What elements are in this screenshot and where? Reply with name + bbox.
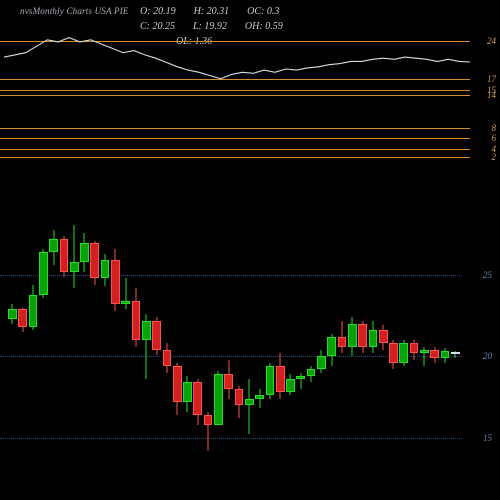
candle xyxy=(266,210,275,470)
candle xyxy=(430,210,439,470)
candle xyxy=(420,210,429,470)
candle xyxy=(29,210,38,470)
candle xyxy=(90,210,99,470)
candle xyxy=(214,210,223,470)
candle xyxy=(60,210,69,470)
candle xyxy=(121,210,130,470)
candle xyxy=(369,210,378,470)
candle xyxy=(101,210,110,470)
candle xyxy=(49,210,58,470)
indicator-panel: 241715148642 xyxy=(0,30,500,160)
candle xyxy=(296,210,305,470)
axis-label-6: 6 xyxy=(492,133,497,143)
candle xyxy=(152,210,161,470)
axis-label-14: 14 xyxy=(487,90,496,100)
candlestick-series xyxy=(8,210,462,470)
candle xyxy=(224,210,233,470)
axis-label-2: 2 xyxy=(492,152,497,162)
candle xyxy=(286,210,295,470)
price-axis-label-15: 15 xyxy=(483,433,492,443)
candle xyxy=(245,210,254,470)
ohlc-open: O: 20.19 xyxy=(140,4,176,19)
candle xyxy=(338,210,347,470)
title-right: Monthly Charts USA PIE xyxy=(33,6,129,16)
candle xyxy=(39,210,48,470)
candle xyxy=(348,210,357,470)
ohlc-high: H: 20.31 xyxy=(194,4,230,19)
candle xyxy=(389,210,398,470)
price-axis-label-25: 25 xyxy=(483,270,492,280)
candle xyxy=(358,210,367,470)
candle xyxy=(111,210,120,470)
ohlc-oc: OC: 0.3 xyxy=(247,4,279,19)
axis-label-24: 24 xyxy=(487,36,496,46)
candle xyxy=(379,210,388,470)
axis-label-8: 8 xyxy=(492,123,497,133)
candle xyxy=(80,210,89,470)
candle xyxy=(173,210,182,470)
candle xyxy=(18,210,27,470)
candle xyxy=(410,210,419,470)
candle xyxy=(204,210,213,470)
candle xyxy=(163,210,172,470)
candle xyxy=(70,210,79,470)
price-axis-label-20: 20 xyxy=(483,351,492,361)
axis-label-17: 17 xyxy=(487,74,496,84)
candle xyxy=(235,210,244,470)
candle xyxy=(327,210,336,470)
chart-title: nvsMonthly Charts USA PIE xyxy=(20,6,129,16)
candle xyxy=(255,210,264,470)
candle xyxy=(451,210,460,470)
candle xyxy=(142,210,151,470)
candle xyxy=(317,210,326,470)
candle xyxy=(307,210,316,470)
candle xyxy=(132,210,141,470)
candle xyxy=(193,210,202,470)
candle xyxy=(441,210,450,470)
title-left: nvs xyxy=(20,6,33,16)
candle xyxy=(8,210,17,470)
candle xyxy=(399,210,408,470)
candle xyxy=(183,210,192,470)
price-panel: 25 20 15 xyxy=(0,210,500,470)
indicator-line xyxy=(4,30,470,160)
candle xyxy=(276,210,285,470)
